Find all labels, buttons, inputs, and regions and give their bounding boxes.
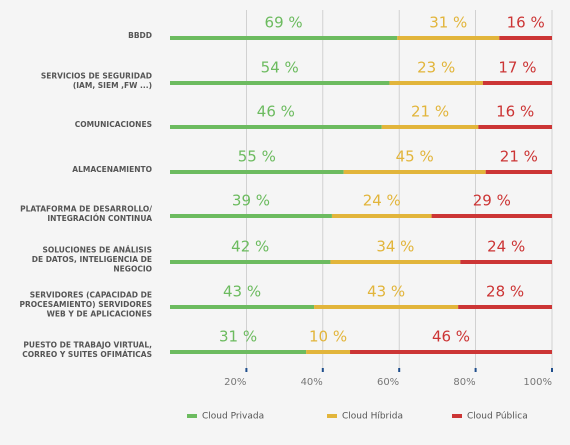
category-label: (IAM, SIEM ,FW ...) bbox=[73, 81, 152, 90]
value-label: 21 % bbox=[411, 103, 449, 121]
value-label: 29 % bbox=[473, 192, 511, 210]
category-label: PROCESAMIENTO) SERVIDORES bbox=[20, 300, 152, 309]
bar-segment bbox=[170, 214, 332, 218]
legend-swatch bbox=[327, 414, 337, 418]
bar-segment bbox=[350, 350, 552, 354]
value-label: 17 % bbox=[498, 59, 536, 77]
value-label: 46 % bbox=[257, 103, 295, 121]
value-label: 31 % bbox=[219, 328, 257, 346]
value-label: 39 % bbox=[232, 192, 270, 210]
category-label: COMUNICACIONES bbox=[75, 120, 152, 129]
bar-segment bbox=[397, 36, 500, 40]
legend-swatch bbox=[452, 414, 462, 418]
legend-label: Cloud Pública bbox=[467, 412, 528, 422]
value-label: 43 % bbox=[367, 283, 405, 301]
category-label: WEB Y DE APLICACIONES bbox=[47, 310, 152, 319]
value-label: 21 % bbox=[500, 148, 538, 166]
value-label: 23 % bbox=[417, 59, 455, 77]
bar-segment bbox=[343, 170, 486, 174]
category-label: PLATAFORMA DE DESARROLLO/ bbox=[20, 204, 152, 213]
bar-segment bbox=[306, 350, 351, 354]
category-label: DE DATOS, INTELIGENCIA DE bbox=[32, 255, 152, 264]
value-label: 34 % bbox=[376, 238, 414, 256]
bar-segment bbox=[170, 36, 398, 40]
bar-segment bbox=[485, 170, 552, 174]
value-label: 16 % bbox=[507, 14, 545, 32]
bar-segment bbox=[478, 125, 552, 129]
bar-segment bbox=[458, 305, 552, 309]
value-label: 54 % bbox=[261, 59, 299, 77]
category-label: SERVIDORES (CAPACIDAD DE bbox=[30, 291, 152, 300]
bar-segment bbox=[170, 81, 390, 85]
bar-segment bbox=[314, 305, 459, 309]
bar-segment bbox=[482, 81, 552, 85]
value-label: 10 % bbox=[309, 328, 347, 346]
value-label: 16 % bbox=[496, 103, 534, 121]
category-label: SERVICIOS DE SEGURIDAD bbox=[41, 71, 152, 80]
x-tick-label: 40% bbox=[301, 377, 323, 388]
value-label: 42 % bbox=[231, 238, 269, 256]
legend-label: Cloud Privada bbox=[202, 412, 264, 422]
value-label: 28 % bbox=[486, 283, 524, 301]
bar-segment bbox=[431, 214, 552, 218]
value-label: 69 % bbox=[265, 14, 303, 32]
bar-segment bbox=[170, 125, 382, 129]
value-label: 45 % bbox=[396, 148, 434, 166]
value-label: 24 % bbox=[487, 238, 525, 256]
bar-segment bbox=[460, 260, 552, 264]
bar-segment bbox=[331, 214, 432, 218]
bar-segment bbox=[170, 170, 344, 174]
category-label: CORREO Y SUITES OFIMÁTICAS bbox=[22, 350, 152, 359]
value-label: 55 % bbox=[238, 148, 276, 166]
category-label: SOLUCIONES DE ANÁLISIS bbox=[43, 246, 152, 255]
value-label: 31 % bbox=[429, 14, 467, 32]
x-tick-label: 100% bbox=[523, 377, 552, 388]
value-label: 43 % bbox=[223, 283, 261, 301]
x-tick-label: 60% bbox=[377, 377, 399, 388]
category-label: BBDD bbox=[128, 31, 152, 40]
bar-segment bbox=[330, 260, 461, 264]
bar-segment bbox=[170, 350, 307, 354]
value-label: 24 % bbox=[363, 192, 401, 210]
bar-segment bbox=[381, 125, 479, 129]
category-label: NEGOCIO bbox=[113, 265, 152, 274]
category-label: PUESTO DE TRABAJO VIRTUAL, bbox=[23, 340, 152, 349]
bar-segment bbox=[389, 81, 483, 85]
legend-label: Cloud Híbrida bbox=[342, 412, 403, 422]
x-tick-label: 80% bbox=[453, 377, 475, 388]
bar-segment bbox=[499, 36, 552, 40]
x-tick-label: 20% bbox=[224, 377, 246, 388]
legend-swatch bbox=[187, 414, 197, 418]
bar-segment bbox=[170, 305, 315, 309]
category-label: INTEGRACIÓN CONTINUA bbox=[47, 214, 152, 223]
category-label: ALMACENAMIENTO bbox=[72, 165, 152, 174]
value-label: 46 % bbox=[432, 328, 470, 346]
bar-segment bbox=[170, 260, 331, 264]
